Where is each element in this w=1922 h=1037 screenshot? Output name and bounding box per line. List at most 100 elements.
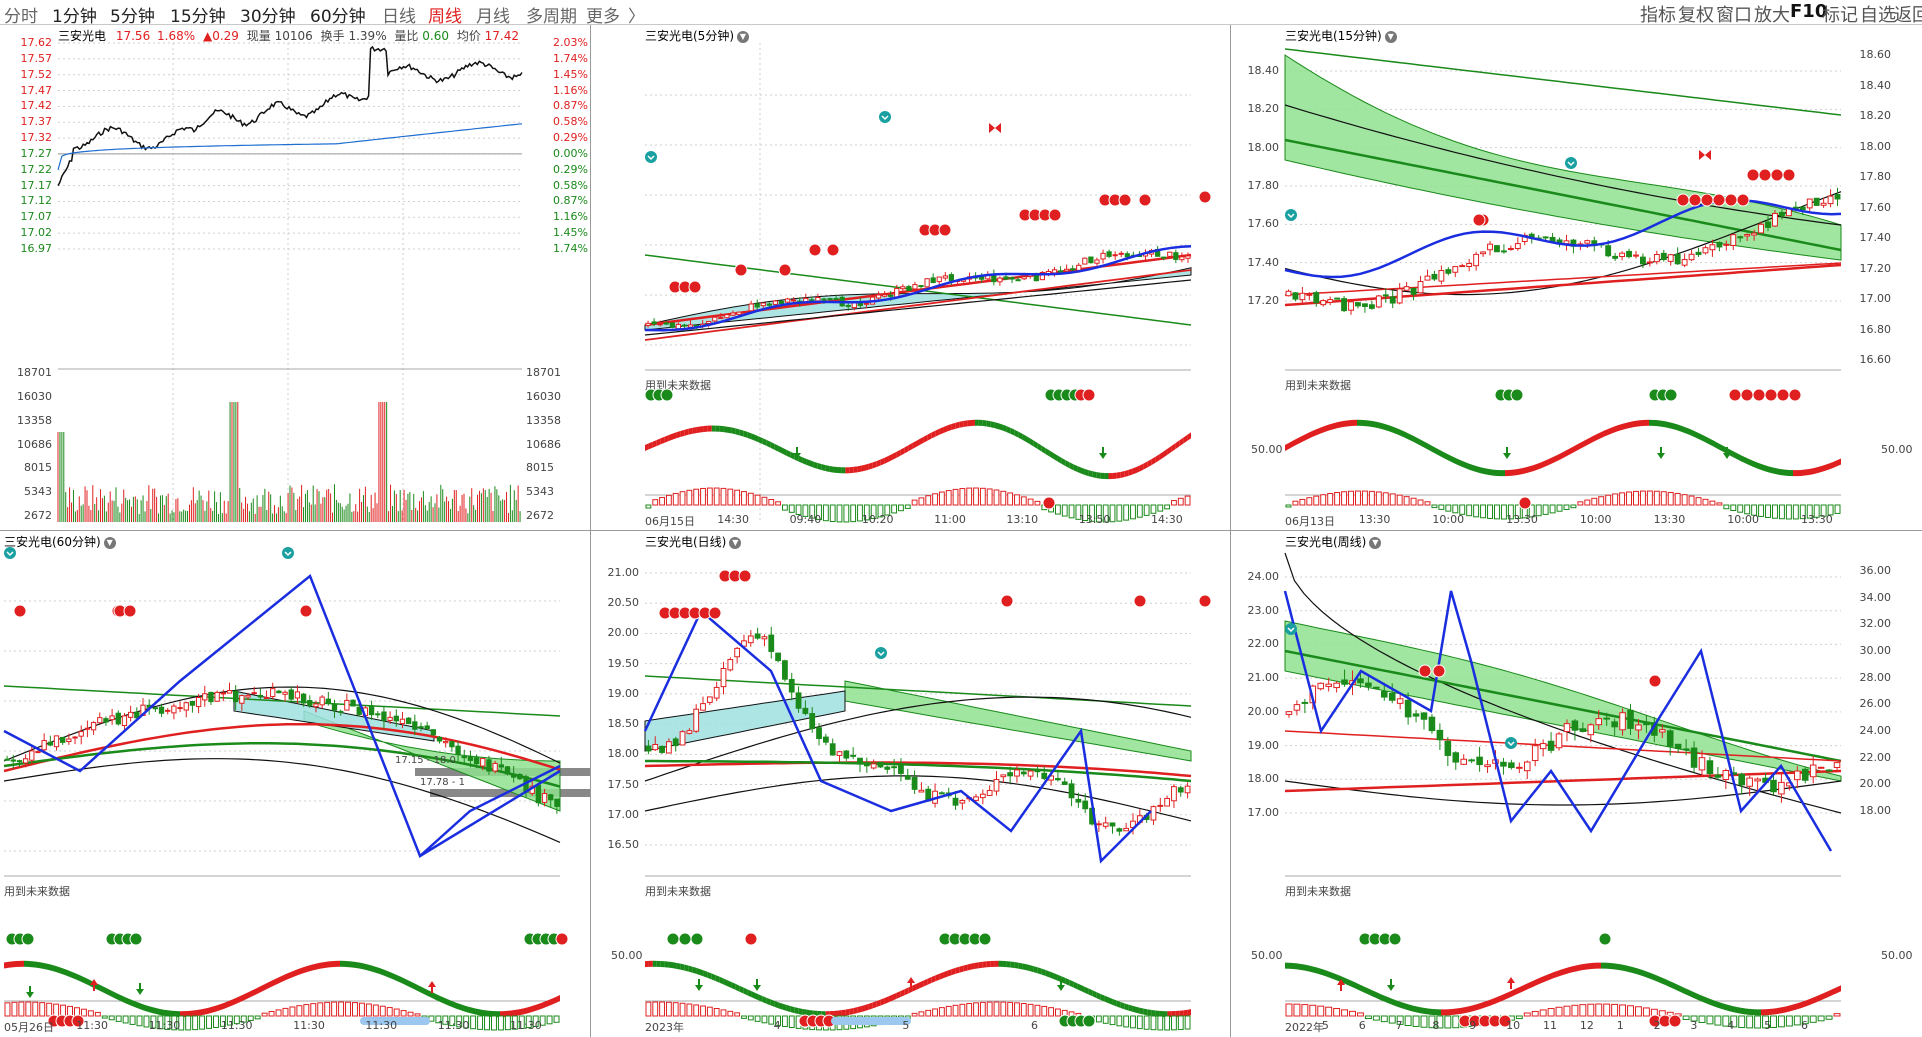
m5-panel[interactable]: 三安光电(5分钟) ▼ 用到未来数据 06月15日 14:30 09:40 10:20 1…: [591, 25, 1230, 530]
price-tick-label: 24.00: [1247, 570, 1280, 583]
m5-chart[interactable]: [591, 25, 1230, 530]
oscillator-segment: [544, 1000, 548, 1008]
oscillator-segment: [280, 974, 284, 983]
candle: [936, 276, 942, 283]
chevron-down-icon[interactable]: ▼: [1369, 536, 1382, 549]
period-1min[interactable]: 1分钟: [52, 7, 97, 27]
histogram-bar: [720, 487, 727, 506]
tool-indicator[interactable]: 指标: [1640, 5, 1676, 26]
tool-adjust[interactable]: 复权: [1678, 5, 1714, 26]
histogram-bar: [1095, 504, 1102, 523]
daily-panel[interactable]: 三安光电(日线) ▼ 用到未来数据 21.00 20.50 20.00 19.50 19.…: [591, 531, 1230, 1037]
oscillator-segment: [1393, 999, 1397, 1007]
tool-mark[interactable]: 标记: [1822, 5, 1858, 26]
period-15min[interactable]: 15分钟: [170, 7, 226, 27]
candle: [1754, 778, 1761, 782]
weekly-title[interactable]: 三安光电(周线) ▼: [1285, 533, 1382, 550]
tool-back[interactable]: 返回: [1894, 5, 1922, 26]
m60-panel[interactable]: 三安光电(60分钟) ▼ 用到未来数据 17.15 - 18.0 17.78 - …: [0, 531, 590, 1037]
price-tick-label: 18.20: [1247, 102, 1280, 116]
oscillator-segment: [1837, 985, 1841, 994]
histogram-bar: [1150, 504, 1157, 514]
candle: [449, 741, 455, 748]
histogram-bar: [1285, 1003, 1293, 1017]
chevron-down-icon[interactable]: ▼: [729, 536, 742, 549]
candle: [894, 287, 900, 298]
daily-title[interactable]: 三安光电(日线) ▼: [645, 533, 742, 550]
right-tick-label: 30.00: [1859, 644, 1892, 657]
m60-title[interactable]: 三安光电(60分钟) ▼: [4, 533, 116, 550]
quote-avg: 17.42: [484, 29, 520, 43]
candle: [1100, 252, 1106, 260]
oscillator-segment: [1361, 419, 1365, 427]
oscillator-segment: [316, 962, 320, 970]
price-tick-label: 19.50: [607, 656, 640, 670]
chevron-down-icon: [1507, 741, 1515, 747]
candle: [1027, 770, 1034, 777]
m15-panel[interactable]: 三安光电(15分钟) ▼ 用到未来数据 18.40 18.20 18.00 17.80 1…: [1231, 25, 1922, 530]
period-daily[interactable]: 日线: [382, 7, 416, 27]
oscillator-segment: [707, 425, 712, 432]
chevron-down-icon[interactable]: ▼: [103, 536, 116, 549]
oscillator-segment: [1325, 424, 1329, 432]
candle: [1373, 686, 1380, 689]
oscillator-segment: [1669, 980, 1673, 989]
oscillator-segment: [1321, 425, 1325, 434]
oscillator-segment: [1333, 972, 1337, 981]
oscillator-segment: [951, 422, 956, 431]
weekly-panel[interactable]: 三安光电(周线) ▼ 用到未来数据 24.00 23.00 22.00 21.00 20.…: [1231, 531, 1922, 1037]
period-intraday[interactable]: 分时: [4, 7, 38, 27]
m15-title[interactable]: 三安光电(15分钟) ▼: [1285, 27, 1397, 44]
chevron-down-icon[interactable]: ▼: [1384, 30, 1397, 43]
m15-chart[interactable]: [1231, 25, 1922, 530]
price-tick-label: 18.00: [607, 747, 640, 761]
oscillator-segment: [1345, 977, 1349, 986]
histogram-bar: [1737, 504, 1744, 513]
weekly-chart[interactable]: [1231, 531, 1922, 1037]
oscillator-segment: [520, 1008, 524, 1016]
pct-tick-label: 0.29%: [553, 162, 588, 176]
candle: [782, 660, 788, 680]
intraday-chart[interactable]: [0, 25, 590, 530]
period-multi[interactable]: 多周期: [526, 7, 577, 27]
oscillator-segment: [1717, 442, 1721, 451]
daily-chart[interactable]: [591, 531, 1230, 1037]
m5-title[interactable]: 三安光电(5分钟) ▼: [645, 27, 749, 44]
tool-window[interactable]: 窗口: [1716, 5, 1752, 26]
oscillator-segment: [731, 427, 736, 435]
oscillator-segment: [532, 1004, 536, 1013]
oscillator-segment: [1373, 421, 1377, 428]
candle: [795, 692, 802, 709]
oscillator-segment: [276, 976, 280, 985]
tool-f10[interactable]: F10: [1790, 1, 1828, 22]
tool-watchlist[interactable]: 自选: [1860, 5, 1896, 26]
chevron-right-icon[interactable]: 〉: [628, 7, 645, 27]
oscillator-segment: [723, 426, 728, 433]
histogram-bar: [1549, 504, 1556, 514]
period-30min[interactable]: 30分钟: [240, 7, 296, 27]
period-weekly[interactable]: 周线: [428, 7, 462, 27]
chevron-down-icon[interactable]: ▼: [737, 30, 749, 43]
candle: [1507, 247, 1514, 250]
histogram-bar: [1528, 504, 1535, 518]
candle: [645, 745, 652, 752]
candle: [766, 303, 772, 306]
oscillator-segment: [1345, 420, 1349, 427]
period-5min[interactable]: 5分钟: [110, 7, 155, 27]
oscillator-segment: [1573, 444, 1577, 453]
histogram-bar: [829, 504, 836, 522]
oscillator-segment: [1100, 472, 1105, 480]
period-60min[interactable]: 60分钟: [310, 7, 366, 27]
histogram-bar: [1770, 1015, 1777, 1028]
histogram-bar: [1587, 1003, 1595, 1017]
histogram-bar: [665, 494, 672, 506]
tool-zoom[interactable]: 放大: [1754, 5, 1790, 26]
period-monthly[interactable]: 月线: [476, 7, 510, 27]
oscillator-segment: [1833, 987, 1837, 995]
period-more[interactable]: 更多: [586, 7, 620, 27]
oscillator-segment: [1397, 428, 1401, 436]
arrow-down-icon: [136, 983, 144, 995]
histogram-bar: [1014, 494, 1020, 506]
m60-chart[interactable]: [0, 531, 590, 1037]
intraday-panel[interactable]: 三安光电 17.56 1.68% ▲0.29 现量 10106 换手 1.39%…: [0, 25, 590, 530]
